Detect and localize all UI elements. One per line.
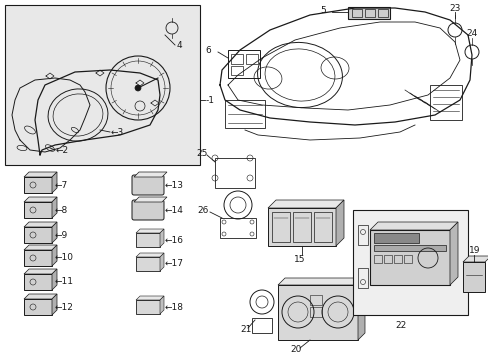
Polygon shape xyxy=(278,278,364,285)
Polygon shape xyxy=(52,245,57,266)
Polygon shape xyxy=(24,245,57,250)
Polygon shape xyxy=(160,229,163,247)
Bar xyxy=(462,262,484,292)
Polygon shape xyxy=(136,229,163,233)
Polygon shape xyxy=(160,253,163,271)
Bar xyxy=(24,227,52,243)
Text: ←10: ←10 xyxy=(55,253,74,262)
Polygon shape xyxy=(134,172,167,177)
Text: 19: 19 xyxy=(468,246,480,255)
Polygon shape xyxy=(160,296,163,314)
Bar xyxy=(357,225,367,245)
Polygon shape xyxy=(24,222,57,227)
Bar xyxy=(292,212,310,242)
Bar xyxy=(357,268,367,288)
Bar xyxy=(373,255,381,263)
Polygon shape xyxy=(52,294,57,315)
Text: ←3: ←3 xyxy=(111,127,124,136)
Polygon shape xyxy=(267,200,343,208)
Bar xyxy=(267,208,335,246)
Text: ←9: ←9 xyxy=(55,230,68,239)
FancyBboxPatch shape xyxy=(132,175,163,195)
Bar xyxy=(393,255,401,263)
Bar xyxy=(364,9,374,17)
Polygon shape xyxy=(52,197,57,218)
Polygon shape xyxy=(52,269,57,290)
Polygon shape xyxy=(52,172,57,193)
Bar xyxy=(271,212,289,242)
Bar xyxy=(136,257,160,271)
Bar xyxy=(429,85,461,120)
Text: ←18: ←18 xyxy=(164,302,183,311)
Text: 23: 23 xyxy=(448,4,459,13)
Text: 21: 21 xyxy=(240,325,251,334)
Polygon shape xyxy=(369,222,457,230)
Text: ←11: ←11 xyxy=(55,278,74,287)
Text: ←14: ←14 xyxy=(164,206,183,215)
Text: 25: 25 xyxy=(196,149,207,158)
Bar xyxy=(136,300,160,314)
Polygon shape xyxy=(136,296,163,300)
Bar xyxy=(309,307,321,317)
Bar xyxy=(24,250,52,266)
Bar xyxy=(5,5,200,165)
Text: 22: 22 xyxy=(394,320,406,329)
Polygon shape xyxy=(462,256,488,262)
Bar xyxy=(347,7,389,19)
Bar xyxy=(403,255,411,263)
Bar xyxy=(215,158,254,188)
Bar xyxy=(278,285,357,340)
Text: 20: 20 xyxy=(289,346,301,355)
Text: 5: 5 xyxy=(319,5,325,14)
Text: ←16: ←16 xyxy=(164,235,183,244)
Polygon shape xyxy=(24,172,57,177)
Bar xyxy=(383,255,391,263)
Bar xyxy=(245,54,258,64)
Polygon shape xyxy=(24,197,57,202)
Text: ←12: ←12 xyxy=(55,302,74,311)
Text: 26: 26 xyxy=(197,206,208,215)
Bar xyxy=(24,274,52,290)
Polygon shape xyxy=(24,269,57,274)
Bar xyxy=(24,202,52,218)
Polygon shape xyxy=(449,222,457,285)
Bar xyxy=(220,218,256,238)
Bar xyxy=(369,230,449,285)
Polygon shape xyxy=(136,253,163,257)
Text: ←8: ←8 xyxy=(55,206,68,215)
Polygon shape xyxy=(335,200,343,246)
Text: 6: 6 xyxy=(204,45,210,54)
Bar xyxy=(224,100,264,128)
Text: ←17: ←17 xyxy=(164,260,183,269)
Text: 4: 4 xyxy=(177,41,182,50)
Bar xyxy=(373,245,445,251)
Text: 24: 24 xyxy=(465,28,476,37)
Bar xyxy=(24,299,52,315)
Polygon shape xyxy=(134,197,167,202)
Bar xyxy=(377,9,387,17)
Bar xyxy=(230,54,243,64)
Polygon shape xyxy=(24,294,57,299)
Text: 15: 15 xyxy=(293,256,305,265)
Bar xyxy=(309,295,321,305)
Text: ←13: ←13 xyxy=(164,180,183,189)
Text: ←2: ←2 xyxy=(56,145,69,154)
Bar xyxy=(24,177,52,193)
Bar xyxy=(230,66,243,75)
Bar xyxy=(313,212,331,242)
Text: -1: -1 xyxy=(205,95,215,104)
Bar xyxy=(251,318,271,333)
Bar xyxy=(352,210,467,315)
Bar xyxy=(136,233,160,247)
Bar xyxy=(227,50,260,78)
Polygon shape xyxy=(357,278,364,340)
Circle shape xyxy=(135,85,141,91)
Text: ←7: ←7 xyxy=(55,180,68,189)
Polygon shape xyxy=(52,222,57,243)
Bar xyxy=(351,9,361,17)
Bar xyxy=(373,233,418,243)
FancyBboxPatch shape xyxy=(132,200,163,220)
